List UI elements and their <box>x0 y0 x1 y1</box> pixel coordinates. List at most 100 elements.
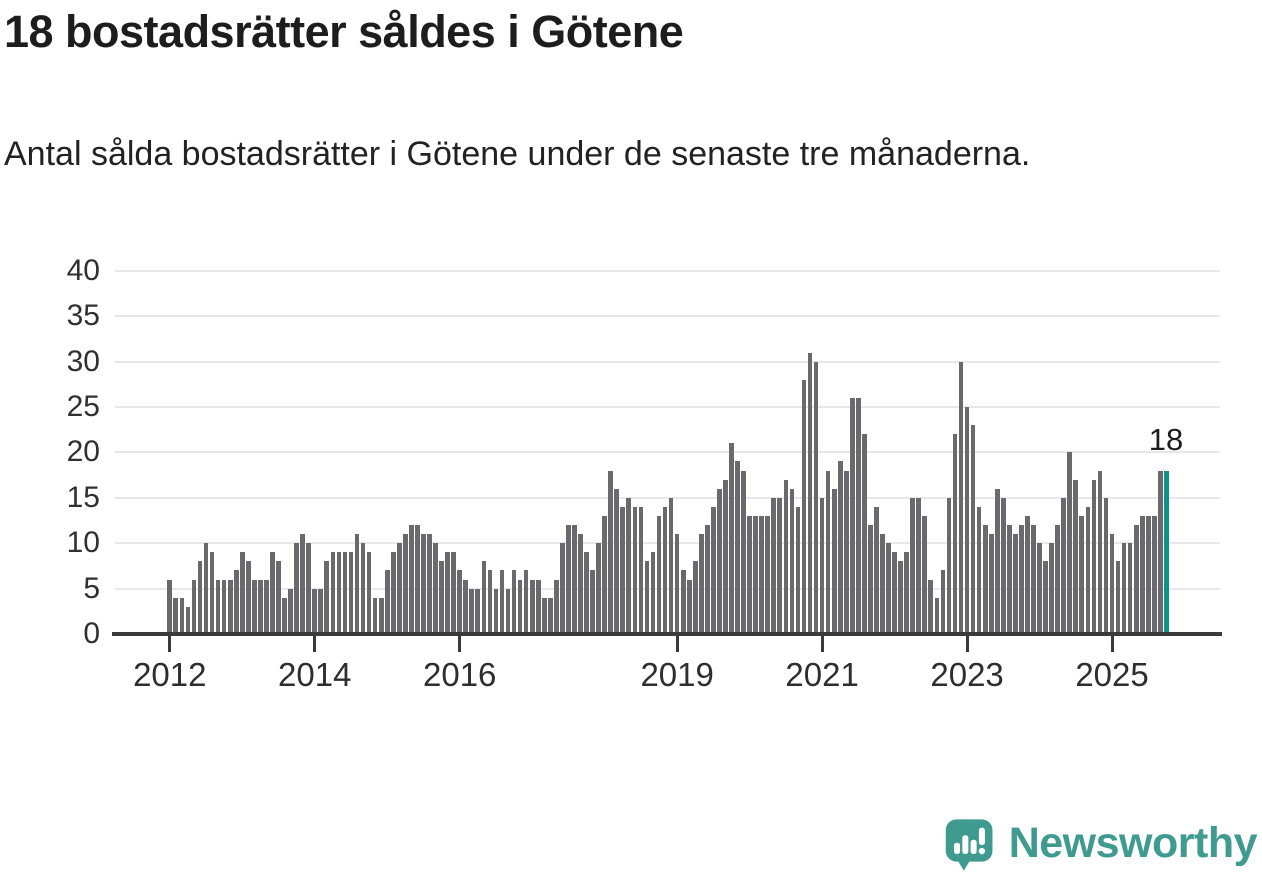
bar <box>614 488 620 634</box>
bar <box>427 534 432 634</box>
brand-name: Newsworthy <box>1008 818 1258 867</box>
y-axis-tick-label: 15 <box>66 480 100 514</box>
bar <box>511 570 517 634</box>
bar <box>221 579 227 634</box>
bar <box>493 588 499 634</box>
bar <box>1055 525 1061 634</box>
bar <box>578 534 583 634</box>
bar <box>608 470 614 634</box>
bar <box>342 552 348 634</box>
bar <box>662 506 668 634</box>
x-axis-tick <box>675 636 679 652</box>
y-axis-tick-label: 20 <box>66 435 100 469</box>
bar <box>1037 543 1042 634</box>
bar <box>843 470 849 634</box>
bar <box>505 588 511 634</box>
bar <box>632 506 638 634</box>
y-axis-tick-label: 40 <box>66 253 100 287</box>
x-axis-tick <box>313 636 317 652</box>
bar <box>910 497 916 634</box>
bar <box>922 515 928 634</box>
bar <box>970 425 976 634</box>
bar <box>300 534 306 634</box>
bar <box>390 552 396 634</box>
x-axis-tick <box>1110 636 1114 652</box>
bar <box>1127 543 1133 634</box>
bar <box>1031 525 1036 634</box>
bar <box>656 515 662 634</box>
bar <box>1079 515 1085 634</box>
bar <box>481 561 487 634</box>
bar <box>988 534 994 634</box>
bar <box>227 579 233 634</box>
bar <box>964 407 970 634</box>
bar <box>765 515 771 634</box>
bar <box>324 561 330 634</box>
bar <box>312 588 318 634</box>
bar <box>680 570 686 634</box>
bar <box>1121 543 1127 634</box>
bar <box>270 552 275 634</box>
bar <box>789 488 795 634</box>
bar <box>976 506 982 634</box>
x-axis-tick-label: 2021 <box>785 656 859 693</box>
bar <box>360 543 366 634</box>
bar <box>1103 497 1109 634</box>
bar <box>1067 452 1073 634</box>
bar <box>729 443 734 634</box>
bar <box>596 543 601 634</box>
bar <box>650 552 656 634</box>
bar <box>813 361 819 634</box>
bar <box>771 497 777 634</box>
bar <box>958 361 964 634</box>
bar <box>258 579 263 634</box>
bar <box>1139 515 1145 634</box>
bar <box>354 534 360 634</box>
bar <box>348 552 354 634</box>
bar <box>692 561 698 634</box>
bar <box>686 579 692 634</box>
bar <box>584 552 589 634</box>
bar <box>276 561 281 634</box>
bar <box>288 588 293 634</box>
bar <box>403 534 408 634</box>
bar <box>372 597 378 634</box>
bar <box>940 570 946 634</box>
gridline-y-30 <box>115 360 1220 363</box>
bar <box>1049 543 1054 634</box>
bar <box>215 579 221 634</box>
bar <box>252 579 257 634</box>
bar <box>336 552 342 634</box>
gridline-y-15 <box>115 496 1220 499</box>
bar <box>415 525 420 634</box>
bar <box>644 561 650 634</box>
bar <box>698 534 704 634</box>
bar <box>753 515 759 634</box>
bar <box>1158 470 1163 634</box>
y-axis-tick-label: 35 <box>66 299 100 333</box>
bar <box>1061 497 1067 634</box>
bar <box>282 597 287 634</box>
gridline-y-10 <box>115 542 1220 545</box>
bar <box>668 497 674 634</box>
y-axis-tick-label: 30 <box>66 344 100 378</box>
bar <box>445 552 450 634</box>
highlighted-bar-current-period <box>1164 470 1169 634</box>
bar <box>541 597 547 634</box>
bar <box>831 488 837 634</box>
bar <box>674 534 680 634</box>
bar <box>868 525 873 634</box>
last-value-label: 18 <box>1148 422 1184 457</box>
bar <box>469 588 475 634</box>
x-axis-tick <box>458 636 462 652</box>
x-axis-tick <box>820 636 824 652</box>
bar <box>185 606 191 634</box>
speech-bubble-bar-chart-exclamation-icon <box>945 819 993 871</box>
x-axis-tick-label: 2014 <box>278 656 352 693</box>
bar <box>1007 525 1012 634</box>
bar <box>487 570 493 634</box>
bar <box>638 506 644 634</box>
bar <box>620 506 626 634</box>
bar <box>209 552 215 634</box>
bar <box>396 543 402 634</box>
